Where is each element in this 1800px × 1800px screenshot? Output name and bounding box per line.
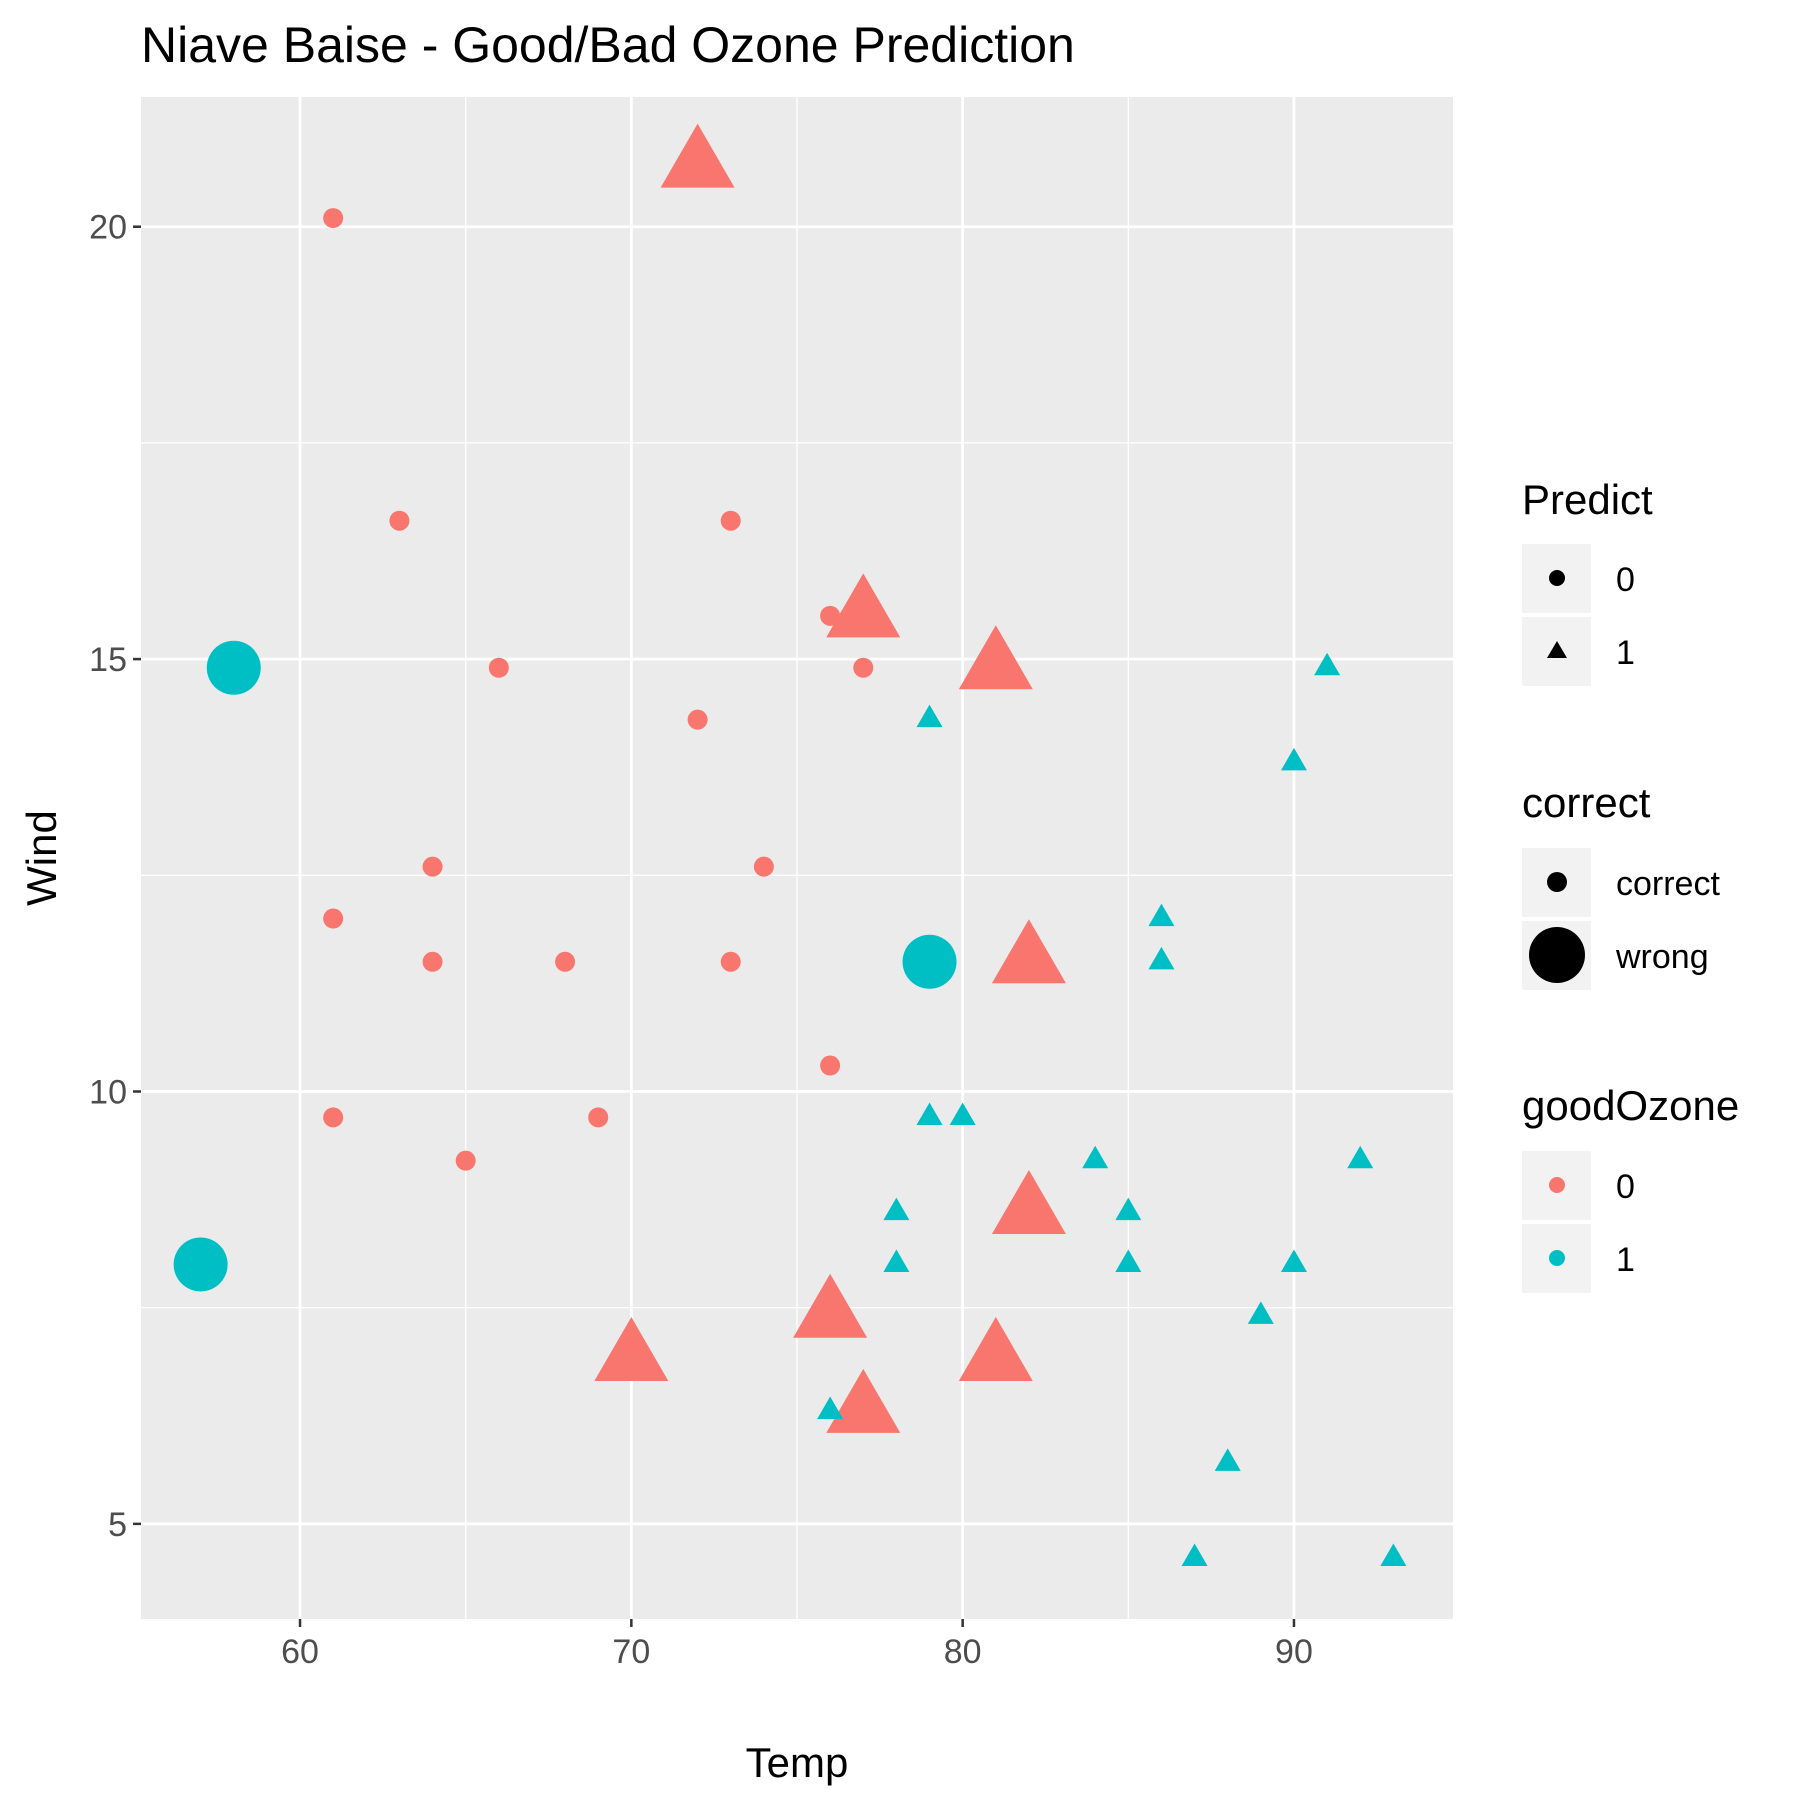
data-point-triangle [1181, 1543, 1208, 1567]
data-point-triangle [991, 1170, 1066, 1235]
data-point-triangle [1380, 1543, 1407, 1567]
data-point-circle [853, 657, 874, 678]
y-axis-title: Wind [18, 810, 65, 906]
y-tick-label: 5 [108, 1506, 127, 1544]
x-axis-title: Temp [746, 1739, 849, 1786]
data-point-circle [422, 856, 443, 877]
legend-predict-label-0: 0 [1616, 561, 1635, 599]
data-point-triangle [817, 1396, 844, 1419]
data-point-circle [555, 951, 576, 972]
legend-correct-label-correct: correct [1616, 865, 1720, 903]
legend-circle-shape [1549, 570, 1565, 586]
x-tick-label: 80 [944, 1633, 982, 1671]
data-point-triangle [1280, 747, 1307, 771]
data-point-circle [687, 709, 708, 730]
legend-large-circle [1529, 927, 1585, 983]
data-point-circle [323, 908, 344, 929]
data-point-circle [323, 208, 344, 229]
data-point-triangle [958, 625, 1033, 690]
data-point-triangle [793, 1273, 868, 1338]
data-point-triangle [916, 1102, 943, 1125]
data-point-triangle [660, 123, 735, 188]
legend-goodozone: goodOzone 0 1 [1522, 1082, 1739, 1293]
data-point-triangle [1247, 1301, 1274, 1324]
data-point-triangle [594, 1317, 669, 1382]
data-point-triangle [1280, 1249, 1307, 1272]
data-point-circle [588, 1107, 609, 1128]
legend-small-circle [1547, 872, 1567, 892]
data-point-triangle [883, 1249, 910, 1272]
data-point-triangle [1347, 1145, 1374, 1169]
legend-goodozone-label-1: 1 [1616, 1241, 1635, 1279]
legend-correct-label-wrong: wrong [1615, 938, 1709, 976]
data-point-triangle [826, 1368, 901, 1433]
data-point-triangle [1115, 1249, 1142, 1272]
x-tick-label: 70 [612, 1633, 650, 1671]
data-point-circle [902, 934, 957, 989]
data-point-circle [389, 510, 410, 531]
legend-predict-label-1: 1 [1616, 634, 1635, 672]
y-tick-label: 15 [89, 641, 127, 679]
legend-correct-title: correct [1522, 779, 1651, 826]
data-point-triangle [991, 919, 1066, 984]
x-tick-label: 90 [1275, 1633, 1313, 1671]
legend-predict: Predict 0 1 [1522, 476, 1653, 686]
data-point-triangle [916, 704, 943, 728]
data-point-circle [720, 951, 741, 972]
data-point-triangle [1314, 652, 1341, 676]
data-point-circle [820, 1055, 841, 1076]
legend-triangle-shape [1547, 641, 1567, 658]
data-point-circle [206, 640, 261, 695]
data-point-triangle [1148, 946, 1175, 970]
grid-minor [141, 97, 1453, 1619]
legend-correct: correct correct wrong [1522, 779, 1720, 990]
data-point-triangle [1148, 903, 1175, 927]
data-point-circle [720, 510, 741, 531]
y-tick-label: 10 [89, 1073, 127, 1111]
y-axis: 5 10 15 20 [89, 209, 141, 1544]
data-points [173, 123, 1407, 1567]
data-point-circle [455, 1150, 476, 1171]
legend-color-swatch-1 [1549, 1250, 1565, 1266]
data-point-triangle [958, 1317, 1033, 1382]
data-point-circle [820, 605, 841, 626]
grid-major [141, 97, 1453, 1619]
data-point-triangle [826, 573, 901, 638]
data-point-circle [753, 856, 774, 877]
x-tick-label: 60 [281, 1633, 319, 1671]
legend-goodozone-label-0: 0 [1616, 1168, 1635, 1206]
data-point-triangle [1082, 1145, 1109, 1169]
legend-color-swatch-0 [1549, 1177, 1565, 1193]
data-point-circle [422, 951, 443, 972]
legend-predict-title: Predict [1522, 476, 1653, 523]
data-point-circle [488, 657, 509, 678]
data-point-triangle [949, 1102, 976, 1125]
y-tick-label: 20 [89, 209, 127, 247]
data-point-circle [173, 1237, 228, 1292]
data-point-circle [323, 1107, 344, 1128]
chart-title: Niave Baise - Good/Bad Ozone Prediction [141, 17, 1075, 73]
data-point-triangle [883, 1197, 910, 1221]
data-point-triangle [1214, 1448, 1241, 1471]
x-axis: 60 70 80 90 [281, 1619, 1313, 1671]
legend-goodozone-title: goodOzone [1522, 1082, 1739, 1129]
data-point-triangle [1115, 1197, 1142, 1221]
